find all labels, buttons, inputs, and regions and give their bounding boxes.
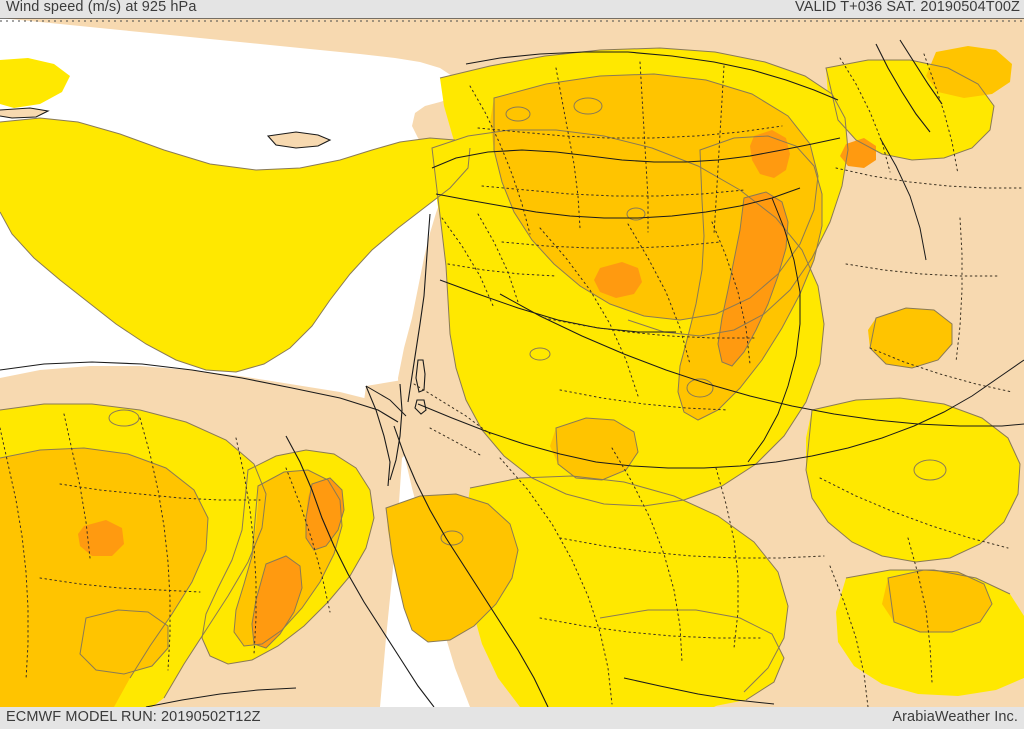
map-canvas [0, 18, 1024, 707]
international-borders [145, 137, 1024, 707]
header-bar: Wind speed (m/s) at 925 hPa VALID T+036 … [0, 0, 1024, 18]
internal-borders [0, 53, 1023, 707]
coastlines [0, 39, 943, 707]
contour-lines [0, 47, 1021, 701]
valid-time-label: VALID T+036 SAT. 20190504T00Z [795, 0, 1020, 15]
page-title: Wind speed (m/s) at 925 hPa [6, 0, 197, 15]
footer-bar: ECMWF MODEL RUN: 20190502T12Z ArabiaWeat… [0, 707, 1024, 729]
map-edge-ticks [0, 18, 1024, 22]
model-run-label: ECMWF MODEL RUN: 20190502T12Z [6, 709, 261, 725]
credit-label: ArabiaWeather Inc. [892, 709, 1018, 725]
forecast-map[interactable] [0, 18, 1024, 707]
contour-band-orange [78, 130, 876, 648]
